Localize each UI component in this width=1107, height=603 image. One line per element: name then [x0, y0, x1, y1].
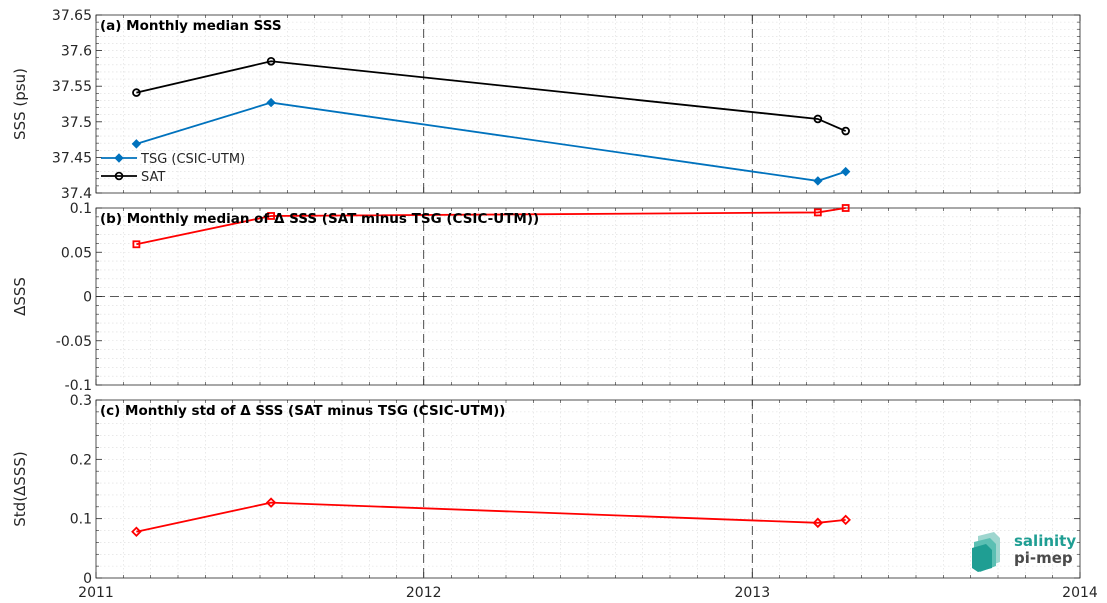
x-tick-label: 2012 [406, 585, 442, 601]
x-tick-label: 2011 [78, 585, 114, 601]
y-tick-label: 0.3 [70, 393, 92, 409]
data-point [265, 497, 277, 508]
legend-label: TSG (CSIC-UTM) [140, 152, 245, 167]
data-point [841, 204, 850, 212]
y-tick-label: -0.05 [56, 334, 92, 350]
y-tick-label: 37.65 [52, 8, 92, 24]
logo-line2: pi-mep [1014, 549, 1073, 567]
y-tick-label: 37.6 [61, 44, 92, 60]
logo-line1: salinity [1014, 532, 1076, 550]
legend-marker [114, 153, 124, 163]
series-tsg-csic-utm- [131, 97, 851, 186]
data-point [267, 212, 275, 220]
y-tick-label: 0 [83, 571, 92, 587]
panel-title: (b) Monthly median of Δ SSS (SAT minus T… [100, 211, 539, 227]
y-axis-label: SSS (psu) [11, 68, 29, 140]
data-point [813, 176, 823, 186]
series-delta [131, 497, 851, 537]
y-tick-label: 0.1 [70, 201, 92, 217]
data-point [266, 56, 276, 66]
panel-title: (a) Monthly median SSS [100, 18, 282, 34]
data-point [812, 517, 824, 529]
series-sat [132, 56, 850, 136]
data-point [132, 240, 141, 249]
y-tick-label: 37.4 [61, 186, 92, 202]
data-point [840, 166, 851, 177]
panel-b: -0.1 -0.05 0 0.05 0.1 ΔSSS (b) Monthly median … [11, 201, 1081, 394]
panel-a: 37.4 37.45 37.5 37.55 37.6 37.65 SSS (psu) (a) … [11, 8, 1081, 202]
x-tick-label: 2013 [734, 585, 770, 601]
data-point [131, 526, 142, 537]
y-tick-label: -0.1 [65, 378, 92, 394]
data-point [132, 88, 141, 97]
y-axis-label: Std(ΔSSS) [11, 451, 29, 526]
series-line [136, 207, 846, 246]
grid [96, 15, 1080, 193]
y-tick-label: 37.5 [61, 115, 92, 131]
y-tick-label: 0.05 [61, 245, 92, 261]
salinity-pi-mep-logo: salinity pi-mep [972, 532, 1076, 572]
data-point [131, 139, 142, 149]
series-line [136, 501, 846, 533]
series-delta [132, 204, 850, 249]
legend: TSG (CSIC-UTM) SAT [101, 152, 245, 185]
legend-label: SAT [141, 170, 165, 185]
y-tick-label: 37.55 [52, 79, 92, 95]
data-point [813, 114, 823, 124]
grid [96, 400, 1080, 578]
data-point [813, 208, 822, 217]
data-point [840, 514, 851, 526]
series-line [136, 60, 847, 132]
data-point [266, 97, 276, 108]
y-tick-label: 0.2 [70, 452, 92, 468]
y-axis-label: ΔSSS [11, 277, 29, 316]
x-tick-label: 2014 [1062, 585, 1098, 601]
panel-title: (c) Monthly std of Δ SSS (SAT minus TSG … [100, 403, 505, 419]
series-line [136, 101, 846, 182]
y-tick-label: 0 [83, 290, 92, 306]
legend-marker [114, 171, 124, 181]
y-tick-label: 37.45 [52, 150, 92, 166]
data-point [841, 126, 850, 136]
panel-c: 0 0.1 0.2 0.3 2011 2012 2013 2014 Std(ΔSSS) (c) M… [11, 393, 1098, 601]
y-tick-label: 0.1 [70, 512, 92, 528]
